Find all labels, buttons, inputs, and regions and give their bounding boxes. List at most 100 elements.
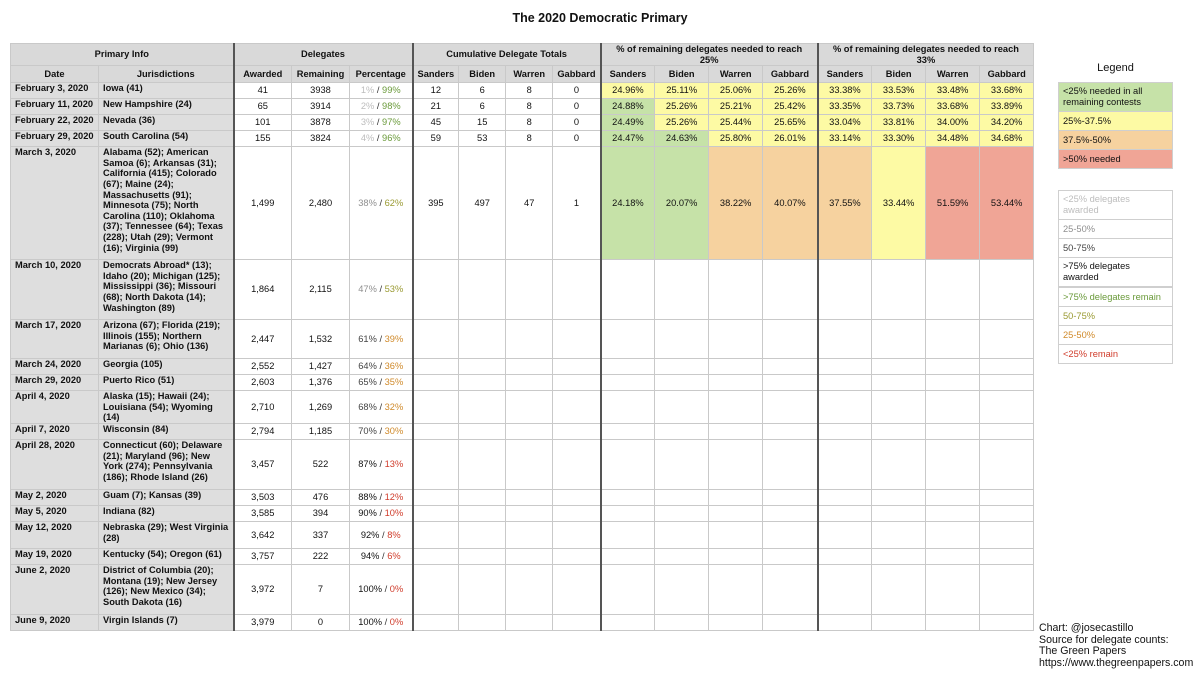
remaining-cell: 476 — [291, 488, 350, 506]
need33-sanders-cell: 33.38% — [816, 82, 873, 100]
need33-biden-cell — [871, 358, 927, 376]
remaining-percent: 36% — [384, 361, 404, 372]
need25-biden-cell: 25.26% — [654, 114, 710, 132]
need33-gabbard-cell — [979, 358, 1035, 376]
legend-item: 50-75% — [1058, 306, 1173, 326]
cum-sanders-cell: 12 — [411, 82, 460, 100]
awarded-cell: 41 — [232, 82, 292, 100]
need25-biden-cell — [654, 488, 710, 506]
cum-warren-cell: 8 — [505, 114, 554, 132]
need25-sanders-cell — [599, 520, 656, 549]
need33-sanders-cell — [816, 374, 873, 392]
remaining-cell: 3914 — [291, 98, 350, 116]
table-row: February 22, 2020 Nevada (36) 101 3878 3% / … — [10, 114, 1035, 132]
need33-gabbard-cell — [979, 422, 1035, 440]
need25-sanders-cell — [599, 390, 656, 424]
awarded-percent: 64% — [358, 361, 377, 372]
percentage-cell: 70% / 30% — [349, 422, 413, 440]
n33-gabbard-header: Gabbard — [979, 65, 1035, 84]
remaining-percent: 13% — [384, 459, 404, 470]
jurisdictions-cell: Georgia (105) — [98, 358, 234, 376]
need25-warren-cell — [708, 613, 764, 631]
date-cell: March 29, 2020 — [10, 374, 99, 392]
date-column-header: Date — [10, 65, 99, 84]
cum-sanders-cell: 59 — [411, 130, 460, 148]
table-row: June 2, 2020 District of Columbia (20); M… — [10, 563, 1035, 615]
cum-sanders-cell — [411, 422, 460, 440]
need25-warren-cell: 25.80% — [708, 130, 764, 148]
jurisdictions-cell: Wisconsin (84) — [98, 422, 234, 440]
need25-gabbard-cell — [762, 422, 819, 440]
remaining-percent: 98% — [382, 101, 401, 112]
need25-biden-cell: 24.63% — [654, 130, 710, 148]
jurisdictions-cell: Arizona (67); Florida (219); Illinois (1… — [98, 319, 234, 360]
remaining-cell: 1,427 — [291, 358, 350, 376]
need25-warren-cell — [708, 438, 764, 490]
awarded-percent: 70% — [358, 426, 377, 437]
cum-sanders-cell: 21 — [411, 98, 460, 116]
cum-biden-cell — [458, 563, 507, 615]
need25-sanders-cell — [599, 422, 656, 440]
jurisdictions-cell: South Carolina (54) — [98, 130, 234, 148]
need25-sanders-cell — [599, 319, 656, 360]
cum-sanders-cell — [411, 438, 460, 490]
remaining-percent: 8% — [387, 529, 401, 540]
percentage-cell: 61% / 39% — [349, 319, 413, 360]
need25-biden-cell — [654, 390, 710, 424]
cum-gabbard-cell — [552, 319, 602, 360]
need33-warren-cell: 33.68% — [925, 98, 981, 116]
need25-gabbard-cell — [762, 374, 819, 392]
need33-sanders-cell — [816, 563, 873, 615]
credit-source-name: The Green Papers — [1039, 645, 1127, 658]
jurisdictions-cell: Virgin Islands (7) — [98, 613, 234, 631]
percent-separator: / — [376, 333, 385, 344]
need25-warren-cell — [708, 488, 764, 506]
percentage-cell: 38% / 62% — [349, 146, 413, 261]
date-cell: April 4, 2020 — [10, 390, 99, 424]
percentage-cell: 3% / 97% — [349, 114, 413, 132]
need33-biden-cell — [871, 319, 927, 360]
need33-biden-cell: 33.81% — [871, 114, 927, 132]
remaining-percent: 0% — [389, 617, 404, 628]
remaining-percent: 96% — [382, 133, 401, 144]
cum-gabbard-cell: 0 — [552, 130, 602, 148]
need25-warren-cell — [708, 390, 764, 424]
table-row: May 2, 2020 Guam (7); Kansas (39) 3,503 476… — [10, 488, 1035, 506]
n33-sanders-header: Sanders — [816, 65, 873, 84]
need33-sanders-cell: 37.55% — [816, 146, 873, 261]
need25-gabbard-cell — [762, 259, 819, 321]
need25-warren-cell — [708, 319, 764, 360]
legend-item: 25%-37.5% — [1058, 111, 1173, 131]
awarded-cell: 1,864 — [232, 259, 292, 321]
percentage-cell: 4% / 96% — [349, 130, 413, 148]
need33-header: % of remaining delegates needed to reach… — [816, 42, 1035, 67]
need25-biden-cell — [654, 563, 710, 615]
percentage-cell: 2% / 98% — [349, 98, 413, 116]
need25-header: % of remaining delegates needed to reach… — [599, 42, 819, 67]
need33-warren-cell — [925, 358, 981, 376]
table-row: May 12, 2020 Nebraska (29); West Virginia… — [10, 520, 1035, 549]
cum-warren-cell — [505, 504, 554, 522]
table-row: April 4, 2020 Alaska (15); Hawaii (24); L… — [10, 390, 1035, 424]
cum-warren-cell — [505, 613, 554, 631]
need33-biden-cell — [871, 438, 927, 490]
need25-warren-cell: 25.21% — [708, 98, 764, 116]
chart-credit: Chart: @josecastillo Source for delegate… — [1039, 622, 1193, 669]
cum-gabbard-cell — [552, 520, 602, 549]
awarded-cell: 2,710 — [232, 390, 292, 424]
percent-separator: / — [376, 377, 385, 388]
awarded-cell: 1,499 — [232, 146, 292, 261]
percentage-cell: 100% / 0% — [349, 613, 413, 631]
cum-gabbard-cell — [552, 259, 602, 321]
need33-gabbard-cell — [979, 520, 1035, 549]
cum-biden-header: Biden — [458, 65, 507, 84]
remaining-cell: 7 — [291, 563, 350, 615]
need25-gabbard-cell — [762, 547, 819, 565]
need25-gabbard-cell: 25.26% — [762, 82, 819, 100]
need25-sanders-cell — [599, 438, 656, 490]
percent-separator: / — [376, 492, 385, 503]
table-row: June 9, 2020 Virgin Islands (7) 3,979 0 100%… — [10, 613, 1035, 631]
legend-need: <25% needed in all remaining contests 25%… — [1058, 82, 1173, 169]
jurisdictions-cell: Kentucky (54); Oregon (61) — [98, 547, 234, 565]
need33-sanders-cell — [816, 358, 873, 376]
